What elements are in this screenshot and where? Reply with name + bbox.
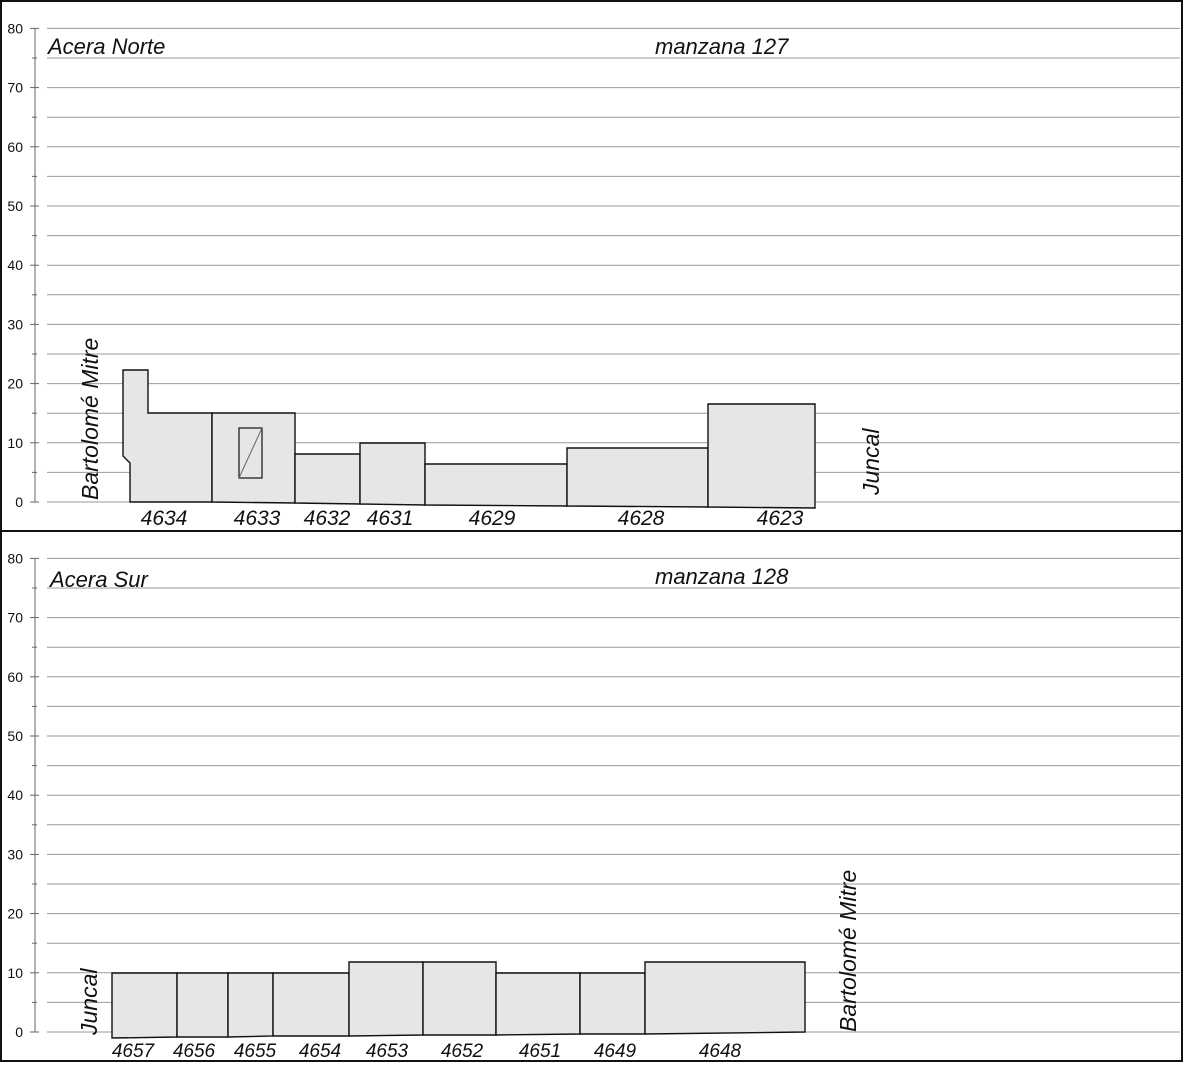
north-lot-label: 4623 xyxy=(757,507,804,530)
south-lot-label: 4653 xyxy=(366,1041,409,1062)
y-tick-label: 80 xyxy=(7,20,23,36)
south-lot-label: 4648 xyxy=(699,1041,742,1062)
north-y-axis: 0 10 20 30 40 50 60 70 80 xyxy=(7,20,39,510)
south-lot-label: 4656 xyxy=(173,1041,216,1062)
south-grid xyxy=(47,557,1180,1033)
south-y-axis: 0 10 20 30 40 50 60 70 80 xyxy=(7,550,39,1040)
y-tick-label: 50 xyxy=(7,728,23,744)
north-panel: 0 10 20 30 40 50 60 70 80 Acera Norte manzana 12… xyxy=(7,20,1180,530)
south-panel-title: Acera Sur xyxy=(48,567,149,592)
y-tick-label: 30 xyxy=(7,316,23,332)
south-lot-label: 4657 xyxy=(112,1041,156,1062)
north-block-label: manzana 127 xyxy=(655,34,789,59)
south-lot-label: 4652 xyxy=(441,1041,484,1062)
south-lot-label: 4654 xyxy=(299,1041,341,1062)
y-tick-label: 20 xyxy=(7,906,23,922)
building-4632 xyxy=(294,453,361,505)
building-4631 xyxy=(359,442,426,506)
north-grid xyxy=(47,27,1180,503)
building-4651 xyxy=(495,972,581,1036)
building-4653 xyxy=(348,961,424,1037)
north-right-street: Juncal xyxy=(858,428,884,496)
north-lot-label: 4633 xyxy=(234,507,281,530)
north-left-street: Bartolomé Mitre xyxy=(77,338,103,500)
south-lot-label: 4649 xyxy=(594,1041,637,1062)
building-4652 xyxy=(422,961,497,1036)
y-tick-label: 0 xyxy=(15,494,23,510)
y-tick-label: 80 xyxy=(7,550,23,566)
north-lot-label: 4629 xyxy=(469,507,516,530)
y-tick-label: 40 xyxy=(7,787,23,803)
south-right-street: Bartolomé Mitre xyxy=(835,870,861,1032)
building-4655 xyxy=(227,972,274,1038)
y-tick-label: 20 xyxy=(7,376,23,392)
south-left-street: Juncal xyxy=(76,968,102,1036)
building-4649 xyxy=(579,972,646,1035)
y-tick-label: 70 xyxy=(7,610,23,626)
building-4629 xyxy=(424,463,568,507)
north-lot-label: 4634 xyxy=(141,507,188,530)
y-tick-label: 70 xyxy=(7,80,23,96)
north-panel-title: Acera Norte xyxy=(46,34,165,59)
y-tick-label: 10 xyxy=(7,435,23,451)
south-lot-label: 4651 xyxy=(519,1041,561,1062)
building-4656 xyxy=(176,972,229,1038)
building-4633-courtyard-diagonal xyxy=(238,427,263,479)
building-4623 xyxy=(707,403,816,509)
y-tick-label: 30 xyxy=(7,846,23,862)
building-4628 xyxy=(566,447,709,508)
building-4648 xyxy=(644,961,806,1035)
building-4654 xyxy=(272,972,350,1037)
y-tick-label: 60 xyxy=(7,669,23,685)
y-tick-label: 40 xyxy=(7,257,23,273)
north-lot-label: 4631 xyxy=(367,507,414,530)
y-tick-label: 10 xyxy=(7,965,23,981)
north-lot-label: 4632 xyxy=(304,507,351,530)
y-tick-label: 60 xyxy=(7,139,23,155)
building-4634 xyxy=(122,369,213,503)
y-tick-label: 50 xyxy=(7,198,23,214)
building-4657 xyxy=(111,972,178,1039)
north-lot-label: 4628 xyxy=(618,507,665,530)
y-tick-label: 0 xyxy=(15,1024,23,1040)
south-lot-label: 4655 xyxy=(234,1041,277,1062)
south-block-label: manzana 128 xyxy=(655,564,789,589)
